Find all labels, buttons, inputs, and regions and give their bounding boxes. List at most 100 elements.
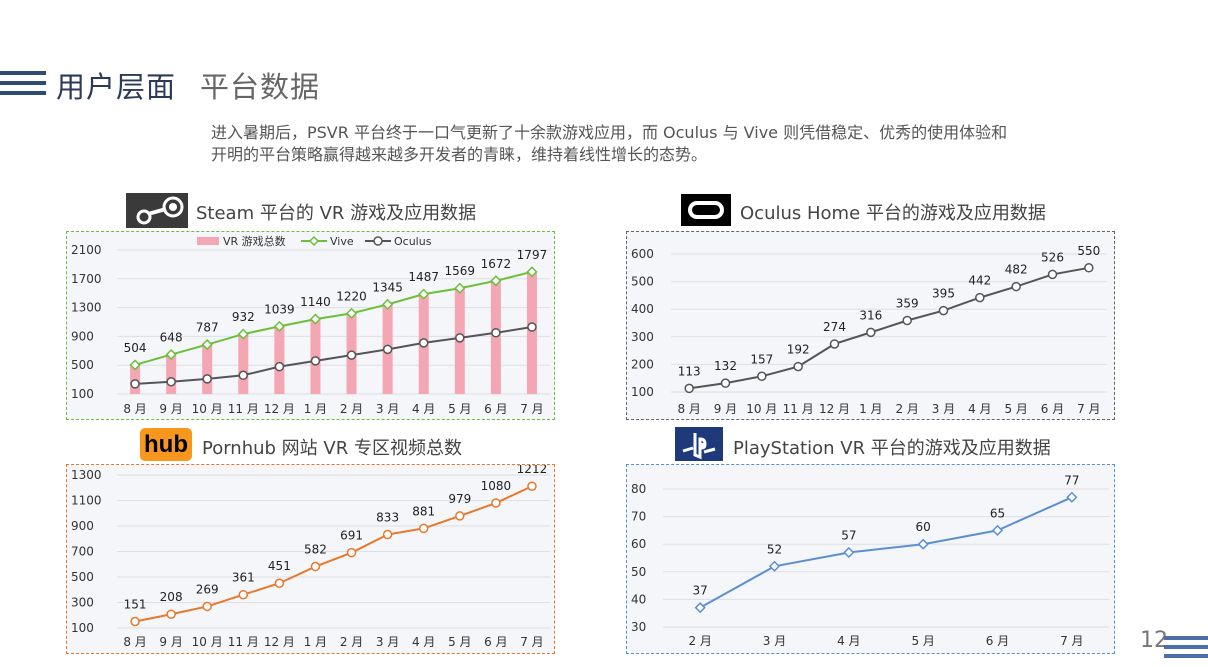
legend-vive-label: Vive [330,235,354,248]
psvr-data-label: 57 [841,528,856,542]
steam-x-tick-label: 7 月 [520,402,543,416]
oculus-data-label: 113 [678,364,701,378]
pornhub-line [134,485,533,623]
oculus-point [757,371,767,382]
pornhub-data-label: 881 [412,504,435,518]
playstation-logo-icon [675,427,723,461]
pornhub-x-tick-label: 8 月 [123,635,146,649]
steam-x-tick-label: 11 月 [228,402,259,416]
pornhub-data-label: 208 [160,590,183,604]
steam-data-label: 1797 [517,248,548,262]
oculus-data-label: 395 [932,287,955,301]
steam-data-label: 504 [124,341,147,355]
steam-oculus-point [527,322,537,332]
steam-data-label: 787 [196,321,219,335]
oculus-line [689,266,1090,390]
steam-vive-point [454,282,466,294]
psvr-data-label: 65 [990,506,1005,520]
psvr-point [991,524,1004,536]
oculus-data-label: 157 [750,352,773,366]
pornhub-x-tick-label: 1 月 [304,635,327,649]
psvr-x-tick-label: 4 月 [837,634,860,648]
oculus-y-tick-label: 500 [631,275,654,289]
pornhub-y-tick-label: 500 [71,570,94,584]
oculus-point [975,292,985,303]
pornhub-point [310,561,321,572]
psvr-x-tick-label: 7 月 [1060,634,1083,648]
legend-oculus-label: Oculus [394,235,432,248]
pornhub-x-tick-label: 10 月 [192,635,223,649]
steam-x-tick-label: 3 月 [376,402,399,416]
steam-vive-point [526,266,538,278]
steam-oculus-point [310,356,321,366]
steam-oculus-point [491,328,501,338]
pornhub-data-label: 979 [448,492,471,506]
oculus-x-tick-label: 3 月 [932,402,955,416]
pornhub-x-tick-label: 3 月 [376,635,399,649]
steam-y-tick-label: 2100 [71,243,102,257]
oculus-x-tick-label: 11 月 [783,402,814,416]
footer-bar-2 [1164,645,1208,649]
psvr-point [917,538,929,550]
steam-bar [274,326,285,394]
legend-oculus-marker [373,236,383,246]
psvr-y-tick-label: 40 [631,592,646,606]
steam-x-tick-label: 12 月 [264,402,295,416]
steam-bar [238,334,249,394]
title-main: 用户层面 [56,70,177,104]
oculus-x-tick-label: 9 月 [714,402,737,416]
oculus-x-tick-label: 6 月 [1041,402,1064,416]
oculus-point [829,339,840,349]
oculus-data-label: 316 [859,308,882,322]
pornhub-y-tick-label: 1100 [71,494,102,508]
psvr-chart-svg: 30 40 50 60 70 80 2 月 3 月 4 月 5 月 6 月 7 月 37 52 57 60 65… [631,473,1109,648]
pornhub-x-tick-label: 9 月 [159,635,182,649]
steam-x-tick-label: 2 月 [340,402,363,416]
psvr-data-label: 52 [767,542,782,556]
pornhub-x-tick-label: 6 月 [484,635,507,649]
steam-vive-point [309,313,322,325]
steam-y-tick-label: 1700 [71,272,102,286]
steam-vive-point [201,338,213,351]
steam-x-tick-label: 9 月 [159,402,182,416]
oculus-x-tick-label: 12 月 [819,402,850,416]
steam-x-tick-label: 5 月 [448,402,471,416]
pornhub-x-tick-label: 5 月 [448,635,471,649]
steam-oculus-point [418,338,429,348]
pornhub-data-label: 1080 [481,479,512,493]
psvr-y-tick-label: 30 [631,620,646,634]
pornhub-data-label: 833 [376,511,399,525]
steam-vive-point [345,307,358,319]
steam-x-tick-label: 1 月 [304,402,327,416]
oculus-x-tick-label: 1 月 [859,402,882,416]
steam-oculus-line [134,326,533,385]
oculus-point [1011,281,1021,292]
oculus-chart: 100 200 300 400 500 600 8 月 9 月 10 月 11 月 12 月 1 月 2… [626,231,1115,420]
steam-chart: 100 500 900 1300 1700 2100 8 月 9 月 10 月 11 月 12 月 1… [66,231,555,420]
pornhub-logo-icon: hub [140,428,192,461]
pornhub-y-tick-label: 700 [71,545,94,559]
pornhub-data-label: 361 [232,571,255,585]
pornhub-x-tick-label: 12 月 [264,635,295,649]
steam-vive-point [382,298,394,310]
steam-vive-point [490,275,502,287]
pornhub-point [346,547,357,558]
steam-y-tick-label: 900 [71,329,94,343]
steam-oculus-point [346,350,357,360]
psvr-x-tick-label: 6 月 [986,634,1009,648]
oculus-x-tick-label: 4 月 [968,402,991,416]
steam-x-tick-label: 6 月 [484,402,507,416]
steam-y-tick-label: 1300 [71,301,102,315]
header-bar-3 [0,91,46,95]
pornhub-x-tick-label: 4 月 [412,635,435,649]
psvr-x-tick-label: 2 月 [688,634,711,648]
steam-vive-point [273,320,285,332]
pornhub-chart: 100 300 500 700 900 1100 1300 8 月 9 月 10 月 11 月 12 … [66,462,555,654]
pornhub-y-tick-label: 900 [71,519,94,533]
oculus-data-label: 192 [787,343,810,357]
steam-data-label: 1039 [264,302,295,316]
psvr-point [1066,491,1078,503]
psvr-point [843,546,855,559]
pornhub-point [130,616,140,627]
steam-oculus-point [202,374,212,384]
